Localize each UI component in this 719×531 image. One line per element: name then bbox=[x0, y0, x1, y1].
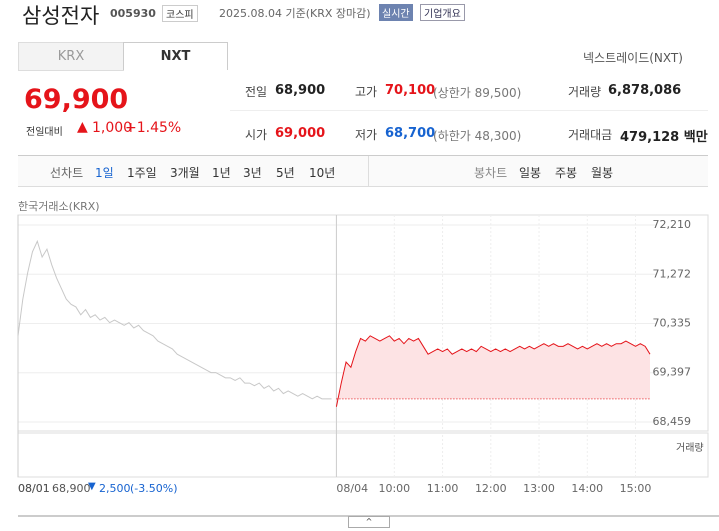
price: 69,900 bbox=[24, 84, 129, 115]
period-bar bbox=[18, 155, 708, 187]
y-tick-label: 70,335 bbox=[653, 316, 692, 329]
period-tab[interactable]: 5년 bbox=[276, 166, 295, 180]
area-fill bbox=[336, 335, 650, 407]
chart-subtitle: 한국거래소(KRX) bbox=[18, 200, 100, 213]
footer-close: 68,900 bbox=[52, 482, 91, 495]
candle-tab[interactable]: 월봉 bbox=[591, 166, 614, 180]
footer-date: 08/01 bbox=[18, 482, 50, 495]
period-tab[interactable]: 1년 bbox=[212, 166, 231, 180]
price-line bbox=[335, 335, 651, 407]
stock-name: 삼성전자 bbox=[22, 4, 100, 28]
divider bbox=[368, 156, 369, 186]
down-arrow: ▼ bbox=[88, 481, 96, 492]
date: 2025.08.04 기준(KRX 장마감) bbox=[219, 7, 371, 20]
y-tick-label: 71,272 bbox=[653, 267, 692, 280]
company-button[interactable]: 기업개요 bbox=[420, 4, 465, 21]
footer-change: 2,500 bbox=[99, 482, 131, 495]
stat-label: 저가 bbox=[355, 128, 378, 142]
stat-value: 68,900 bbox=[275, 83, 326, 98]
volume-frame bbox=[17, 432, 709, 478]
change: 1,000 bbox=[92, 120, 133, 136]
stat-label: 전일 bbox=[245, 85, 268, 99]
tab[interactable]: KRX bbox=[18, 42, 124, 71]
period-tab[interactable]: 1주일 bbox=[127, 166, 157, 180]
x-tick-label: 13:00 bbox=[523, 482, 555, 495]
candle-tab[interactable]: 일봉 bbox=[519, 166, 542, 180]
period-tab[interactable]: 3년 bbox=[243, 166, 262, 180]
x-tick-label: 08/04 bbox=[336, 482, 368, 495]
stat-label: 고가 bbox=[355, 85, 378, 99]
stat-value: 70,100 bbox=[385, 83, 436, 98]
stat-label: 거래량 bbox=[568, 85, 602, 99]
price-line bbox=[17, 239, 332, 400]
stat-value: 6,878,086 bbox=[608, 83, 682, 98]
x-tick-label: 15:00 bbox=[620, 482, 652, 495]
tab[interactable]: NXT bbox=[123, 42, 228, 70]
stat-label: 거래대금 bbox=[568, 128, 613, 142]
stat-note: (하한가 48,300) bbox=[433, 129, 522, 143]
x-tick-label: 10:00 bbox=[378, 482, 410, 495]
x-tick-label: 11:00 bbox=[427, 482, 459, 495]
y-tick-label: 69,397 bbox=[653, 366, 692, 379]
stat-value: 479,128 백만 bbox=[620, 130, 708, 145]
x-tick-label: 14:00 bbox=[571, 482, 603, 495]
nxt-link[interactable]: 넥스트레이드(NXT) bbox=[583, 51, 683, 65]
divider bbox=[230, 110, 708, 111]
market-badge: 코스피 bbox=[162, 5, 198, 22]
stock-code: 005930 bbox=[110, 7, 156, 20]
period-tab[interactable]: 1일 bbox=[95, 166, 114, 180]
realtime-badge: 실시간 bbox=[379, 4, 413, 21]
x-tick-label: 12:00 bbox=[475, 482, 507, 495]
volume-label: 거래량 bbox=[676, 443, 704, 454]
candle-label: 봉차트 bbox=[474, 166, 508, 180]
stat-note: (상한가 89,500) bbox=[433, 86, 522, 100]
candle-tab[interactable]: 주봉 bbox=[555, 166, 578, 180]
stat-label: 시가 bbox=[245, 128, 268, 142]
y-tick-label: 72,210 bbox=[653, 218, 692, 231]
change-pct: +1.45% bbox=[125, 120, 182, 136]
collapse-button[interactable]: ^ bbox=[348, 516, 390, 528]
x-tick-label: 08/01 bbox=[18, 482, 50, 495]
period-tab[interactable]: 10년 bbox=[309, 166, 336, 180]
y-tick-label: 68,459 bbox=[653, 415, 692, 428]
up-arrow: ▲ bbox=[77, 119, 88, 135]
change-label: 전일대비 bbox=[26, 127, 63, 138]
stat-value: 69,000 bbox=[275, 126, 326, 141]
footer-change-pct: (-3.50%) bbox=[130, 482, 178, 495]
period-tab[interactable]: 3개월 bbox=[170, 166, 200, 180]
stat-value: 68,700 bbox=[385, 126, 436, 141]
line-chart-label: 선차트 bbox=[50, 166, 84, 180]
